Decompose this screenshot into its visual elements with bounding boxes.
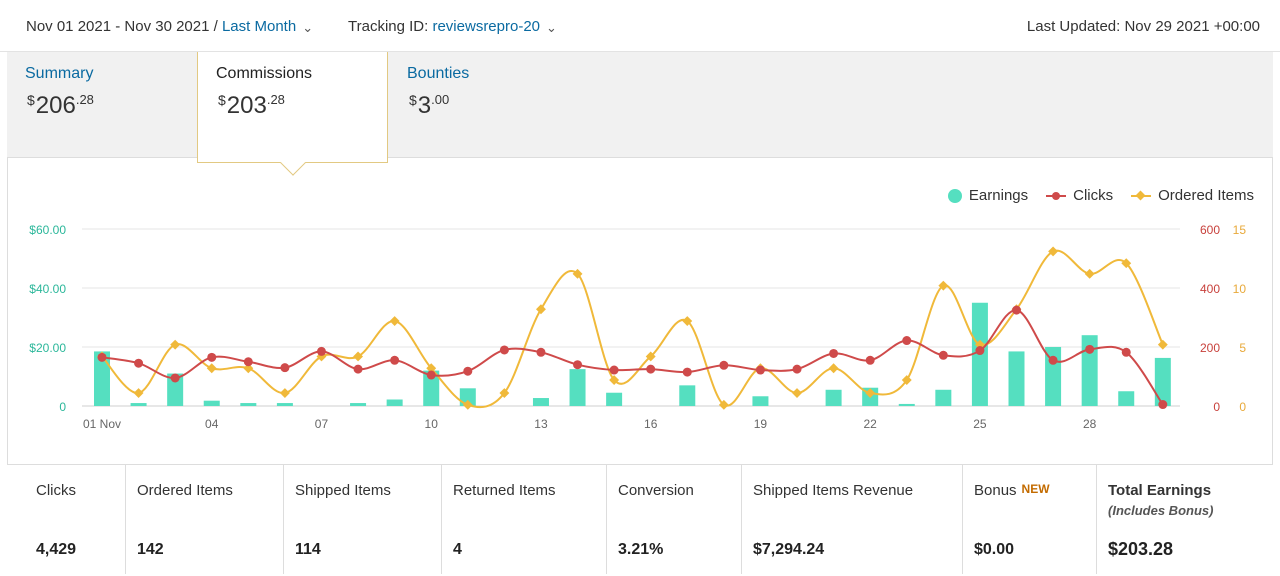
tab-amount: $3.00 — [409, 92, 450, 119]
ordered-swatch-icon — [1131, 191, 1152, 201]
period-selector[interactable]: Last Month — [221, 18, 297, 35]
metric-ordered-items: Ordered Items 142 — [126, 465, 284, 574]
chevron-down-icon[interactable]: ⌄ — [546, 20, 557, 35]
chart-legend: Earnings Clicks Ordered Items — [947, 187, 1254, 204]
last-updated: Last Updated: Nov 29 2021 +00:00 — [1026, 18, 1260, 35]
metric-clicks: Clicks 4,429 — [7, 465, 126, 574]
tab-summary[interactable]: Summary $206.28 — [7, 52, 197, 158]
new-badge: NEW — [1021, 482, 1050, 496]
date-range-text: Nov 01 2021 - Nov 30 2021 / — [26, 18, 218, 35]
chevron-down-icon[interactable]: ⌄ — [302, 20, 314, 35]
legend-earnings[interactable]: Earnings — [947, 187, 1028, 204]
metric-shipped-revenue: Shipped Items Revenue $7,294.24 — [742, 465, 963, 574]
metric-shipped-items: Shipped Items 114 — [284, 465, 442, 574]
tracking-id-selector[interactable]: reviewsrepro-20 — [432, 18, 541, 35]
date-range: Nov 01 2021 - Nov 30 2021 / Last Month ⌄ — [26, 18, 313, 35]
tracking-label: Tracking ID: — [348, 18, 429, 35]
metric-conversion: Conversion 3.21% — [607, 465, 742, 574]
top-bar: Nov 01 2021 - Nov 30 2021 / Last Month ⌄ … — [0, 0, 1280, 52]
legend-ordered-items[interactable]: Ordered Items — [1131, 187, 1254, 204]
metric-total-earnings: Total Earnings (Includes Bonus) $203.28 — [1108, 482, 1214, 559]
tab-bounties[interactable]: Bounties $3.00 — [389, 52, 579, 158]
tab-label: Summary — [25, 65, 94, 82]
tab-label: Bounties — [407, 65, 470, 82]
metric-bonus: Bonus NEW $0.00 — [963, 465, 1097, 574]
metric-returned-items: Returned Items 4 — [442, 465, 607, 574]
tab-label: Commissions — [216, 65, 313, 82]
legend-clicks[interactable]: Clicks — [1046, 187, 1113, 204]
tracking-id: Tracking ID: reviewsrepro-20 ⌄ — [348, 18, 557, 35]
clicks-swatch-icon — [1046, 191, 1067, 201]
earnings-swatch-icon — [947, 188, 962, 203]
metrics-row: Clicks 4,429 Ordered Items 142 Shipped I… — [7, 464, 1273, 574]
tab-commissions[interactable]: Commissions $203.28 — [197, 52, 388, 176]
tab-amount: $203.28 — [218, 92, 285, 119]
tab-amount: $206.28 — [27, 92, 94, 119]
